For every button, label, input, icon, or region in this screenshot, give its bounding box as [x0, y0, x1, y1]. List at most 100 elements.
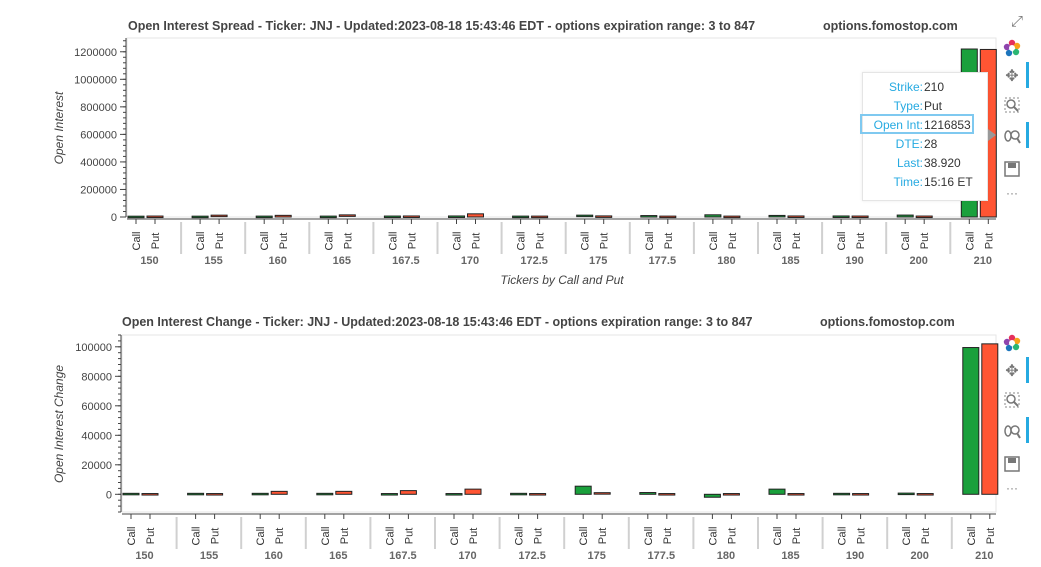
bokeh-logo-icon[interactable] [1000, 331, 1024, 355]
x-axis-label: Tickers by Call and Put [500, 273, 624, 287]
x-subcategory-label: Put [535, 233, 547, 250]
bar-call [639, 492, 657, 495]
bar-call [833, 492, 851, 496]
x-subcategory-label: Call [387, 232, 399, 251]
tooltip-row-last: Last: 38.920 [896, 156, 961, 170]
x-category-label: 175 [588, 550, 606, 562]
x-subcategory-label: Call [966, 527, 978, 546]
bar-call [251, 492, 269, 496]
bar-put [659, 215, 677, 219]
bar-call [897, 492, 915, 496]
bar-call [704, 214, 722, 218]
save-icon[interactable] [1000, 452, 1024, 476]
x-subcategory-label: Call [901, 527, 913, 546]
save-icon[interactable] [1000, 157, 1024, 181]
bar-call [187, 492, 205, 496]
bar-call [383, 215, 401, 219]
box-zoom-icon[interactable] [1000, 93, 1024, 117]
x-category-label: 155 [204, 255, 222, 267]
x-subcategory-label: Call [516, 232, 528, 251]
x-category-label: 155 [200, 550, 218, 562]
x-subcategory-label: Put [274, 528, 286, 545]
bar-put [787, 493, 805, 496]
x-subcategory-label: Put [471, 233, 483, 250]
bar-put [274, 214, 292, 218]
x-category-label: 160 [265, 550, 283, 562]
x-subcategory-label: Put [214, 233, 226, 250]
y-tick-label: 80000 [81, 371, 112, 383]
x-subcategory-label: Put [791, 528, 803, 545]
x-subcategory-label: Put [920, 528, 932, 545]
bar-put [595, 215, 613, 218]
tooltip-row-type: Type: Put [893, 99, 943, 113]
bar-put [399, 490, 417, 495]
open-interest-change-chart: Open Interest Change - Ticker: JNJ - Upd… [52, 315, 999, 562]
x-category-label: 200 [910, 255, 928, 267]
x-subcategory-label: Call [449, 527, 461, 546]
hover-tooltip: Strike: 210 Type: Put Open Int: 1216853 DTE… [860, 72, 996, 201]
bar-put [851, 215, 869, 219]
x-category-label: 175 [589, 255, 607, 267]
bar-call [380, 493, 398, 496]
pan-icon[interactable]: ✥ [1005, 68, 1019, 85]
x-category-label: 200 [911, 550, 929, 562]
x-subcategory-label: Put [342, 233, 354, 250]
bar-call [832, 215, 850, 218]
wheel-zoom-icon[interactable] [1000, 420, 1024, 444]
bar-call [576, 214, 594, 218]
bar-call [962, 347, 980, 495]
y-tick-label: 600000 [80, 129, 117, 141]
bar-call [122, 492, 140, 496]
x-category-label: 210 [974, 255, 992, 267]
y-tick-label: 40000 [81, 430, 112, 442]
y-tick-label: 1000000 [74, 74, 117, 86]
bar-put [658, 493, 676, 496]
bokeh-logo-icon[interactable] [1000, 36, 1024, 60]
chart-source-label: options.fomostop.com [820, 315, 955, 329]
bar-call [255, 215, 273, 219]
x-subcategory-label: Put [985, 528, 997, 545]
x-category-label: 177.5 [649, 255, 677, 267]
x-subcategory-label: Call [131, 232, 143, 251]
x-category-label: 165 [333, 255, 351, 267]
x-subcategory-label: Call [320, 527, 332, 546]
x-subcategory-label: Put [468, 528, 480, 545]
y-tick-label: 20000 [81, 460, 112, 472]
x-subcategory-label: Put [855, 233, 867, 250]
x-category-label: 180 [717, 255, 735, 267]
bar-put [916, 493, 934, 496]
x-category-label: 165 [329, 550, 347, 562]
plot-area [126, 37, 997, 218]
x-subcategory-label: Put [145, 528, 157, 545]
bar-put [338, 214, 356, 217]
x-category-label: 172.5 [520, 255, 548, 267]
y-tick-label: 100000 [75, 342, 112, 354]
x-category-label: 172.5 [518, 550, 546, 562]
x-subcategory-label: Call [578, 527, 590, 546]
pan-icon[interactable]: ✥ [1005, 363, 1019, 380]
x-subcategory-label: Call [900, 232, 912, 251]
x-subcategory-label: Put [210, 528, 222, 545]
bar-call [768, 488, 786, 495]
bar-call [191, 215, 209, 219]
x-category-label: 210 [975, 550, 993, 562]
bar-call [896, 214, 914, 218]
box-zoom-icon[interactable] [1000, 388, 1024, 412]
wheel-zoom-icon[interactable] [1000, 125, 1024, 149]
bar-put [593, 492, 611, 495]
y-axis-label: Open Interest [52, 91, 66, 164]
x-subcategory-label: Call [772, 527, 784, 546]
bar-call [703, 493, 721, 498]
x-category-label: 190 [846, 550, 864, 562]
expand-icon[interactable]: ⤢ [1011, 13, 1024, 30]
bar-call [574, 485, 592, 495]
chart-source-label: options.fomostop.com [823, 19, 958, 33]
more-icon[interactable]: ··· [1006, 186, 1018, 200]
x-subcategory-label: Call [126, 527, 138, 546]
more-icon[interactable]: ··· [1006, 481, 1018, 495]
x-category-label: 170 [458, 550, 476, 562]
y-axis-label: Open Interest Change [52, 365, 66, 483]
x-subcategory-label: Call [255, 527, 267, 546]
bar-call [127, 215, 145, 219]
